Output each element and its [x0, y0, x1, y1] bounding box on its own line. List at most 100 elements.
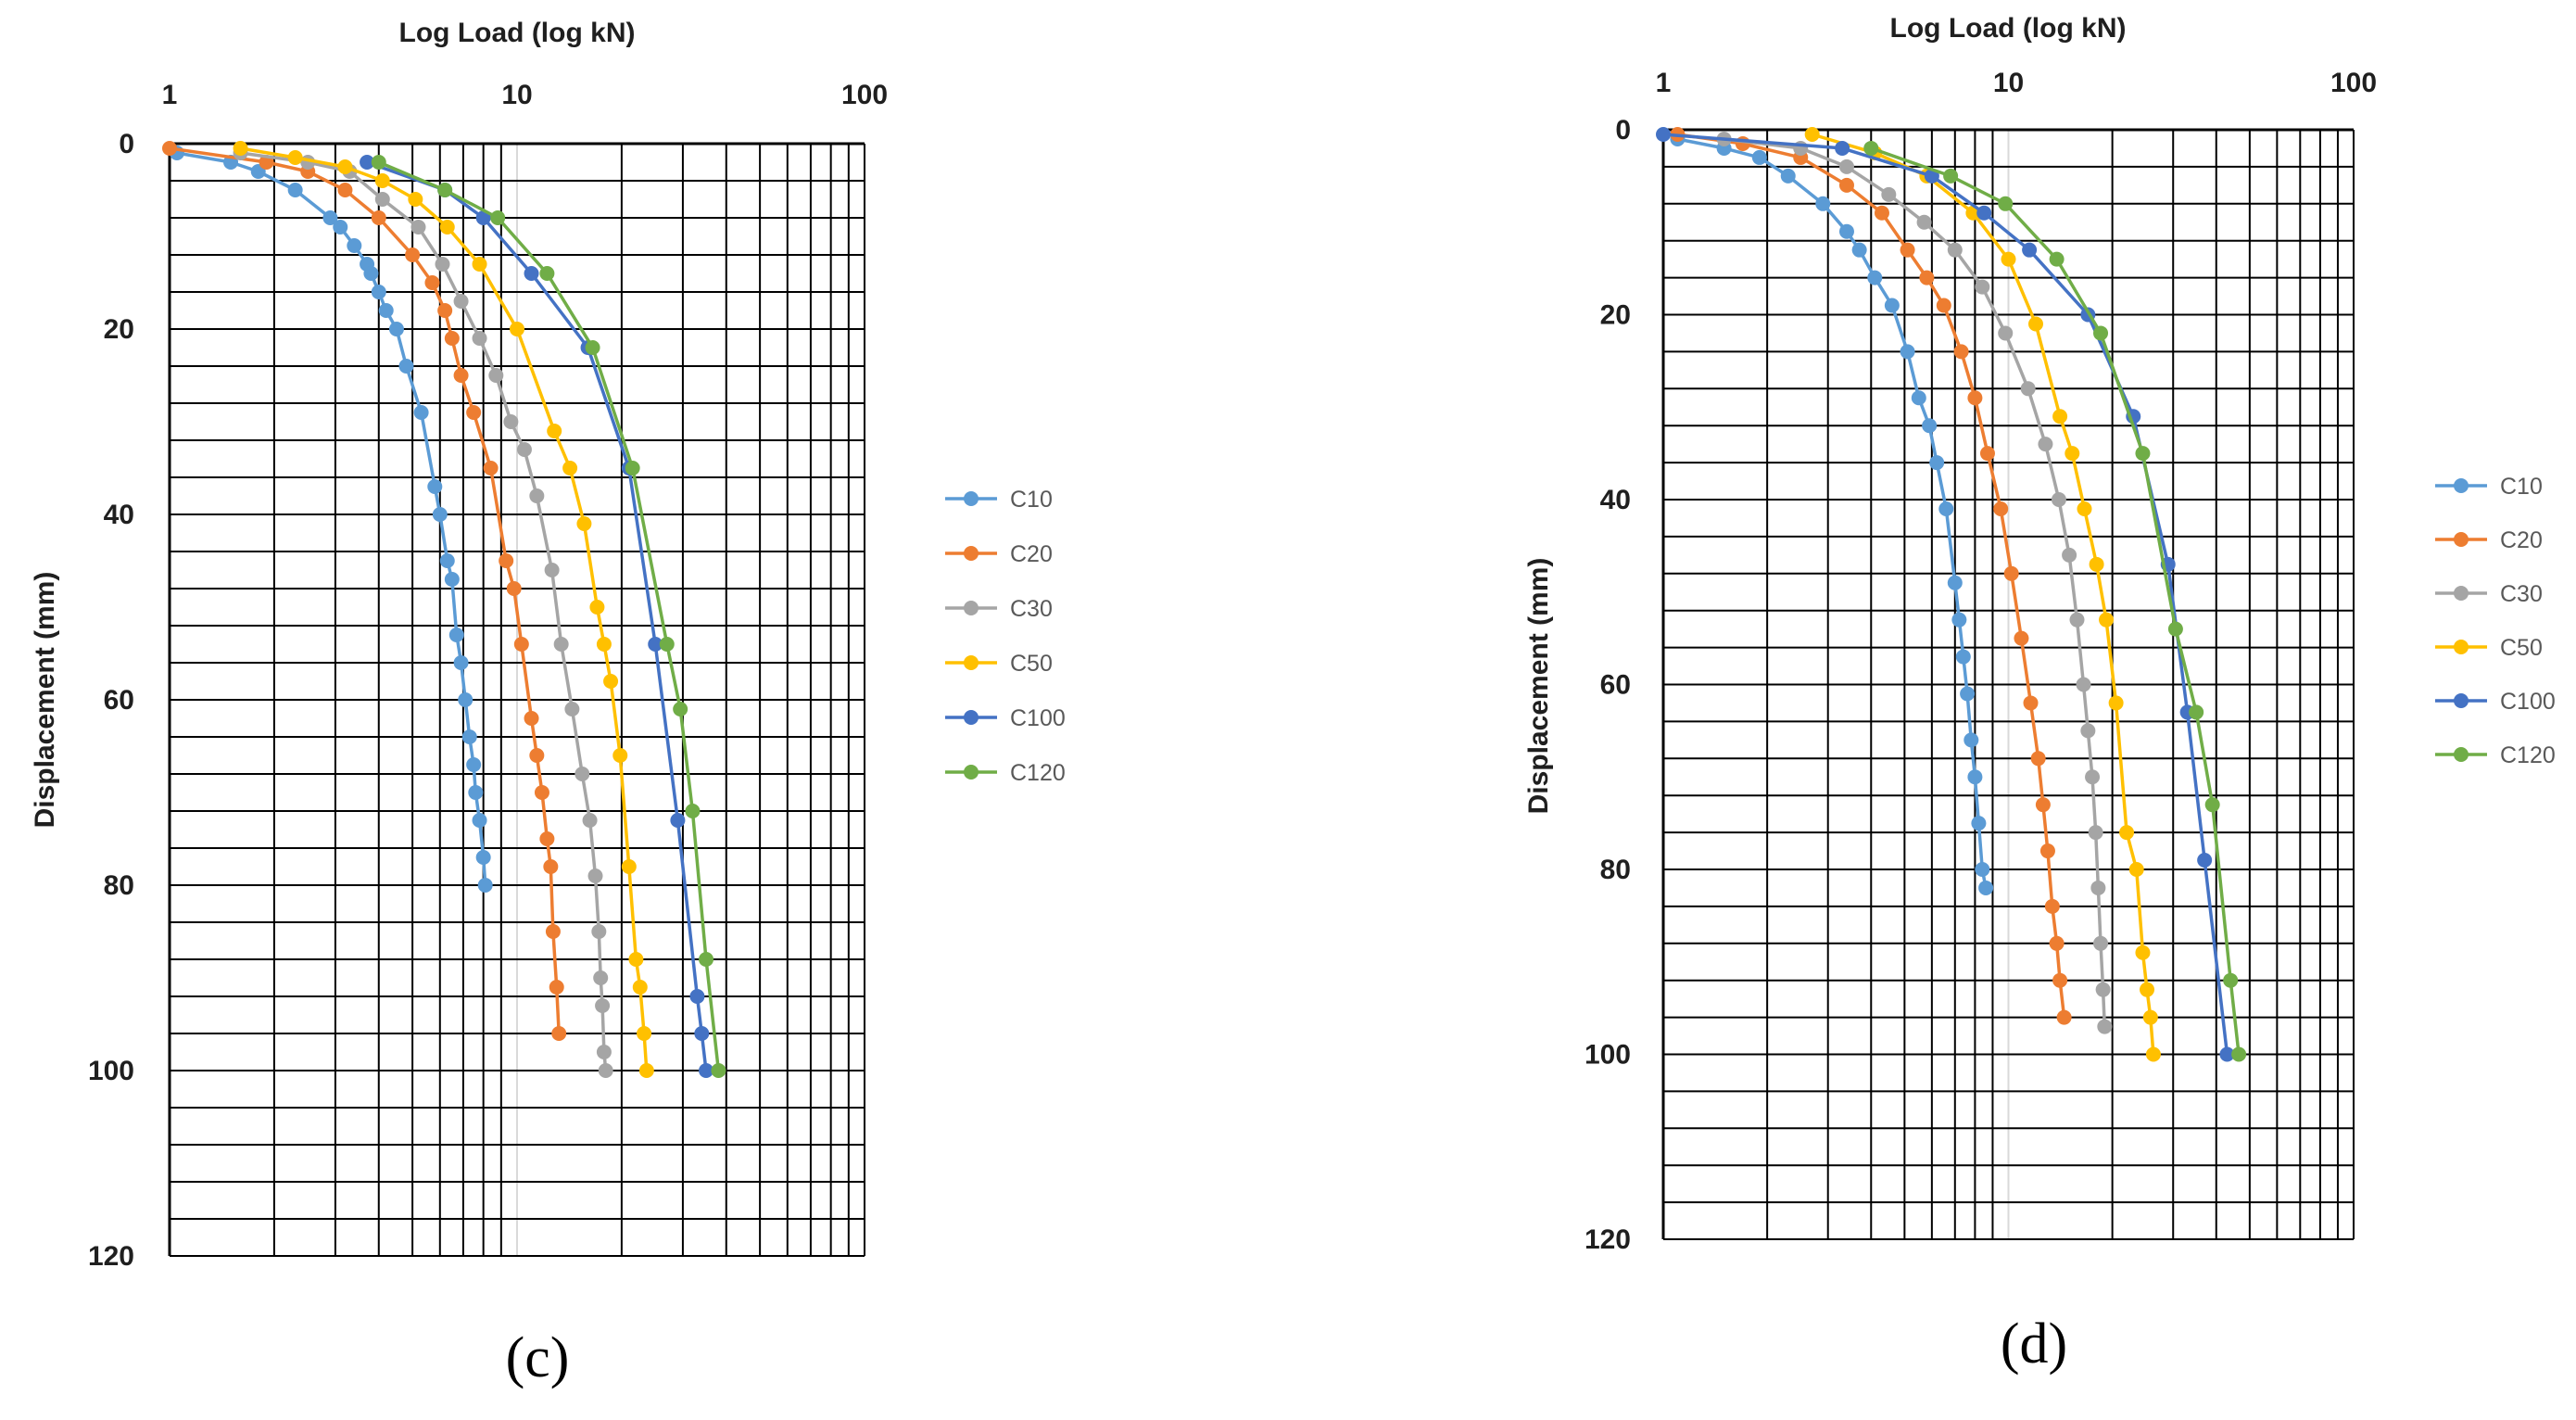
legend-marker: [2454, 747, 2469, 762]
data-point: [1656, 126, 1671, 142]
data-point: [2085, 769, 2101, 785]
y-tick-label: 60: [1600, 670, 1631, 701]
series-c20: [162, 141, 567, 1041]
data-point: [475, 210, 491, 225]
data-point: [545, 924, 561, 939]
data-point: [539, 266, 555, 281]
data-point: [2135, 945, 2151, 960]
data-point: [2014, 630, 2029, 646]
data-point: [1943, 168, 1959, 184]
data-point: [1780, 168, 1796, 184]
data-point: [1838, 223, 1854, 239]
data-point: [453, 655, 469, 670]
data-point: [1838, 177, 1854, 193]
data-point: [2020, 381, 2036, 397]
data-point: [1835, 140, 1850, 156]
data-point: [374, 192, 390, 207]
data-point: [472, 331, 487, 346]
data-point: [424, 275, 440, 290]
data-point: [598, 1063, 613, 1078]
data-point: [2095, 982, 2111, 997]
data-point: [553, 637, 569, 652]
data-point: [1978, 880, 1994, 895]
series-line: [1677, 133, 2066, 1018]
series-line: [1662, 133, 2229, 1055]
data-point: [347, 238, 362, 253]
legend-entry-c10: C10: [945, 487, 1053, 513]
data-point: [1971, 816, 1987, 831]
legend-label: C120: [2500, 742, 2556, 768]
data-point: [524, 711, 539, 726]
data-point: [529, 488, 545, 503]
data-point: [1993, 501, 2009, 516]
legend-marker: [964, 710, 979, 725]
data-point: [2027, 316, 2043, 332]
data-point: [2108, 695, 2124, 711]
legend-label: C100: [1010, 705, 1066, 731]
data-point: [625, 461, 640, 475]
data-point: [2189, 704, 2204, 720]
data-point: [2038, 437, 2053, 452]
data-point: [468, 785, 484, 800]
data-point: [388, 322, 404, 336]
data-point: [2145, 1046, 2161, 1062]
data-point: [1938, 501, 1954, 516]
legend-marker: [2454, 478, 2469, 493]
series-c120: [1863, 140, 2247, 1062]
data-point: [333, 220, 348, 235]
y-tick-label: 0: [1615, 115, 1631, 146]
data-point: [427, 479, 443, 494]
x-tick-label: 10: [1993, 68, 2024, 98]
data-point: [1851, 242, 1867, 258]
data-point: [2080, 723, 2096, 739]
data-point: [1967, 390, 1983, 406]
y-axis-title: Displacement (mm): [1523, 558, 1554, 815]
data-point: [603, 674, 619, 689]
data-point: [1998, 325, 2014, 341]
legend-marker: [964, 601, 979, 615]
data-point: [593, 970, 609, 985]
x-tick-label: 1: [162, 80, 178, 110]
y-tick-label: 120: [1585, 1224, 1631, 1255]
data-point: [529, 748, 545, 763]
series-c30: [1716, 131, 2113, 1034]
data-point: [371, 210, 386, 225]
legend-marker: [964, 546, 979, 561]
legend-entry-c120: C120: [945, 760, 1066, 786]
legend-entry-c50: C50: [945, 651, 1053, 677]
data-point: [513, 637, 529, 652]
data-point: [1947, 242, 1963, 258]
data-point: [2003, 565, 2019, 581]
data-point: [337, 183, 353, 197]
data-point: [1751, 149, 1767, 165]
data-point: [562, 461, 578, 475]
data-point: [1911, 390, 1926, 406]
series-c10: [169, 146, 493, 893]
data-point: [670, 813, 686, 828]
data-point: [1900, 242, 1915, 258]
data-point: [488, 368, 504, 383]
series-c10: [1670, 131, 1994, 895]
data-point: [435, 257, 450, 272]
data-point: [595, 998, 611, 1013]
y-tick-label: 40: [104, 500, 134, 530]
data-point: [551, 1026, 567, 1041]
data-point: [1804, 126, 1820, 142]
data-point: [461, 729, 477, 744]
legend-label: C20: [1010, 541, 1053, 567]
data-point: [699, 1063, 714, 1078]
data-point: [437, 303, 453, 318]
legend-entry-c30: C30: [2435, 581, 2543, 607]
data-point: [685, 804, 701, 818]
data-point: [1881, 186, 1897, 202]
legend-label: C20: [2500, 527, 2543, 553]
legend-label: C30: [1010, 596, 1053, 622]
legend-label: C50: [2500, 635, 2543, 661]
data-point: [596, 637, 612, 652]
data-point: [694, 1026, 710, 1041]
data-point: [2088, 825, 2103, 841]
data-point: [547, 424, 562, 438]
data-point: [510, 322, 524, 336]
series-c50: [1804, 126, 2161, 1062]
data-point: [638, 1063, 654, 1078]
